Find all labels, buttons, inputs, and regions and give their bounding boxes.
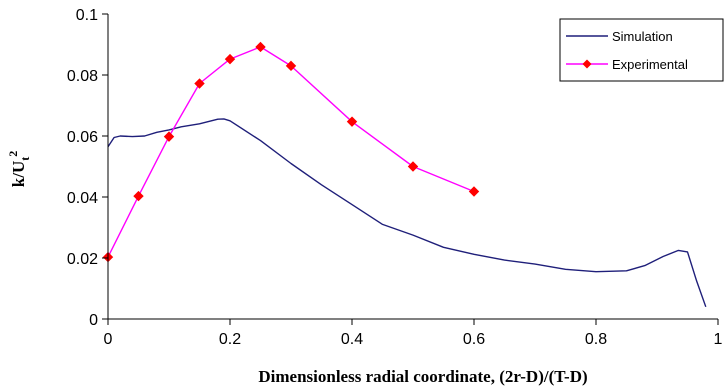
y-axis-title-base: k/U <box>9 161 28 187</box>
legend-box <box>559 18 724 82</box>
y-tick-label: 0.1 <box>76 7 98 24</box>
y-tick-label: 0.06 <box>67 129 98 146</box>
series-line-experimental <box>107 46 475 258</box>
x-tick-label: 0.2 <box>219 331 241 348</box>
data-point-experimental <box>255 41 266 53</box>
data-point-experimental <box>133 190 144 202</box>
x-tick-label: 0.6 <box>463 331 485 348</box>
y-tick-label: 0.04 <box>67 190 98 207</box>
x-tick-label: 0 <box>104 331 113 348</box>
data-point-experimental <box>346 116 358 127</box>
legend-label-simulation: Simulation <box>612 29 673 44</box>
x-tick-label: 1 <box>714 331 723 348</box>
legend-label-experimental: Experimental <box>612 57 688 72</box>
legend: Simulation Experimental <box>559 18 724 82</box>
x-tick-label: 0.8 <box>585 331 607 348</box>
data-point-experimental <box>163 131 175 142</box>
legend-marker-experimental <box>582 59 592 69</box>
data-point-experimental <box>224 53 236 65</box>
x-tick-label: 0.4 <box>341 331 363 348</box>
y-tick-label: 0.02 <box>67 251 98 268</box>
axes-layer: 0 0.02 0.04 0.06 0.08 0.1 0 0.2 0.4 0.6 0.8 1 <box>67 7 723 348</box>
y-axis-title-sup: 2 <box>6 151 20 157</box>
y-tick-label: 0 <box>89 312 98 329</box>
y-axis-title: k/Ut2 <box>6 151 32 187</box>
y-axis-title-sub: t <box>18 157 32 161</box>
data-point-experimental <box>285 60 297 72</box>
series-line-simulation <box>107 118 707 308</box>
data-point-experimental <box>194 78 205 89</box>
data-point-experimental <box>407 161 419 172</box>
x-axis-title: Dimensionless radial coordinate, (2r-D)/… <box>258 367 587 386</box>
y-tick-label: 0.08 <box>67 68 98 85</box>
series-layer <box>102 41 707 308</box>
data-point-experimental <box>468 186 480 197</box>
